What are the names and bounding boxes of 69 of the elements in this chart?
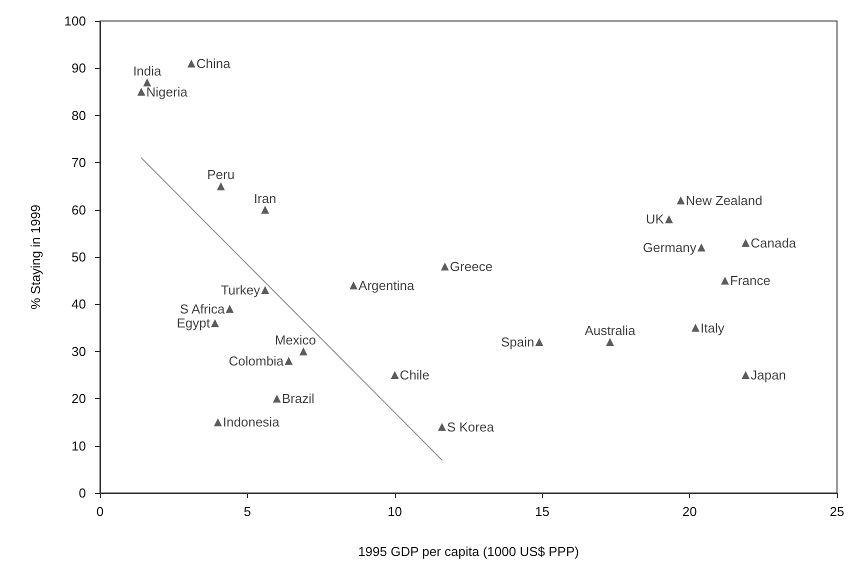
point	[214, 418, 222, 426]
annotation: Australia	[584, 322, 636, 338]
y-tick-label: 10	[72, 438, 86, 454]
y-tick-label: 50	[72, 250, 86, 264]
annotation: Argentina	[358, 278, 415, 293]
annotation: Spain	[501, 334, 534, 350]
annotation: Japan	[750, 368, 786, 382]
point	[143, 78, 152, 86]
x-tick-label: 25	[830, 504, 844, 519]
point	[664, 215, 673, 224]
annotation: Nigeria	[146, 84, 188, 100]
annotation: S Africa	[180, 301, 226, 316]
y-tick-label: 0	[78, 486, 86, 500]
annotation: Canada	[750, 235, 797, 250]
annotation: Italy	[700, 320, 725, 336]
y-tick-label: 20	[72, 391, 86, 406]
annotation: Greece	[450, 258, 493, 274]
point	[742, 238, 750, 247]
point	[272, 394, 281, 403]
point	[438, 422, 446, 431]
annotation: France	[730, 273, 770, 288]
point	[226, 304, 234, 313]
x-tick-label: 15	[534, 504, 550, 519]
annotation: Chile	[400, 368, 430, 382]
y-tick-label: 30	[72, 344, 86, 359]
point	[216, 182, 225, 190]
annotation: New Zealand	[686, 192, 762, 208]
annotation: India	[133, 63, 162, 78]
point	[440, 262, 449, 270]
x-axis-title: 1995 GDP per capita (1000 US$ PPP)	[358, 544, 579, 559]
annotation: Colombia	[228, 353, 284, 368]
y-tick-label: 60	[72, 202, 86, 218]
point	[697, 244, 706, 252]
point	[691, 324, 700, 332]
x-tick-label: 5	[244, 504, 252, 519]
annotation: Turkey	[220, 282, 261, 298]
annotation: Peru	[207, 167, 235, 182]
y-tick-label: 70	[72, 155, 86, 170]
point	[350, 281, 358, 290]
point	[720, 276, 729, 285]
point	[390, 371, 399, 379]
point	[261, 206, 270, 214]
x-tick-label: 10	[388, 504, 402, 519]
point	[676, 196, 685, 204]
annotation: Egypt	[176, 316, 210, 331]
point	[742, 371, 750, 379]
annotation: China	[196, 56, 232, 71]
annotation: Germany	[642, 240, 697, 256]
x-tick-label: 0	[96, 504, 104, 519]
y-tick-label: 40	[72, 296, 86, 312]
annotation: Mexico	[274, 332, 316, 348]
annotation: S Korea	[446, 419, 495, 434]
point	[299, 347, 308, 356]
x-tick-label: 20	[682, 504, 697, 519]
y-tick-label: 100	[64, 14, 86, 28]
point	[606, 338, 614, 346]
point	[137, 88, 146, 96]
annotation: Brazil	[282, 391, 314, 406]
annotation: UK	[646, 212, 664, 227]
point	[284, 356, 293, 365]
y-tick-label: 90	[72, 60, 86, 76]
point	[210, 319, 219, 328]
annotation: Iran	[254, 190, 276, 206]
y-tick-label: 80	[72, 108, 86, 123]
point	[187, 59, 196, 68]
y-axis-title: % Staying in 1999	[28, 204, 43, 310]
point	[535, 338, 544, 346]
annotation: Indonesia	[222, 414, 280, 430]
point	[261, 286, 270, 294]
